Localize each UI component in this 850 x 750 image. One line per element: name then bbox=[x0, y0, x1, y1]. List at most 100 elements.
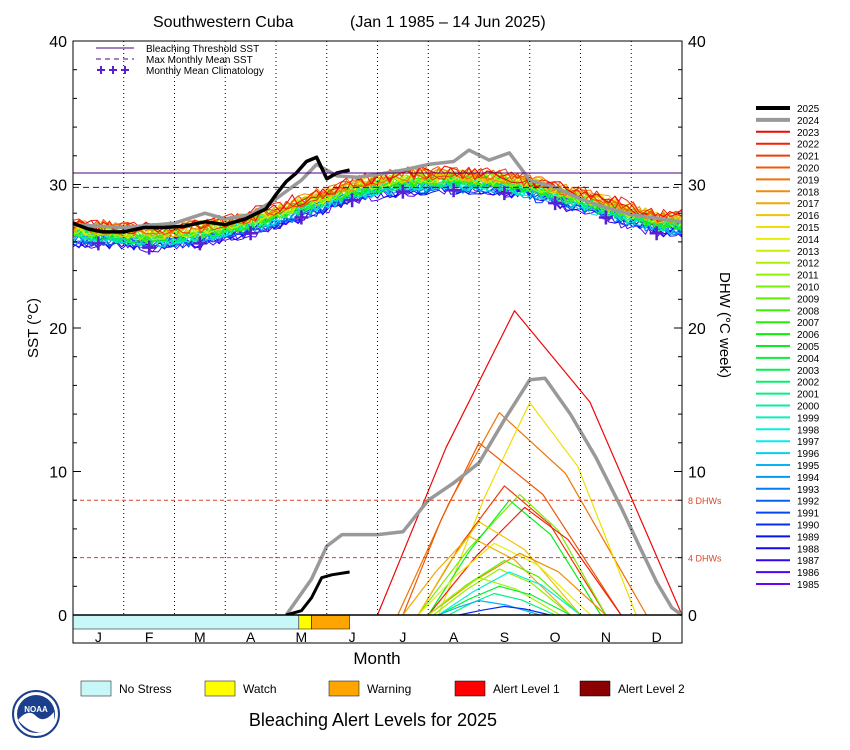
alert-swatch-alert2 bbox=[579, 680, 611, 697]
dhw-line-2020 bbox=[402, 442, 622, 616]
year-legend-label-1985: 1985 bbox=[797, 580, 820, 591]
dhw-line-2019 bbox=[397, 412, 648, 616]
alert-label-alert2: Alert Level 2 bbox=[618, 682, 685, 696]
year-legend-label-2016: 2016 bbox=[797, 211, 820, 222]
month-label: M bbox=[194, 629, 206, 645]
year-legend-label-2002: 2002 bbox=[797, 378, 820, 389]
year-legend-label-2023: 2023 bbox=[797, 128, 820, 139]
alert-label-alert1: Alert Level 1 bbox=[493, 682, 560, 696]
year-legend-label-2005: 2005 bbox=[797, 342, 820, 353]
year-legend-label-2009: 2009 bbox=[797, 294, 820, 305]
dhw-line-2023 bbox=[376, 310, 683, 616]
climatology-marker bbox=[598, 210, 613, 225]
year-legend-label-1996: 1996 bbox=[797, 449, 820, 460]
year-legend-label-1999: 1999 bbox=[797, 413, 820, 424]
month-label: O bbox=[550, 629, 561, 645]
year-legend-label-2003: 2003 bbox=[797, 366, 820, 377]
month-label: J bbox=[95, 629, 102, 645]
alert-label-no_stress: No Stress bbox=[119, 682, 172, 696]
climatology-marker bbox=[446, 183, 461, 198]
year-legend-label-2014: 2014 bbox=[797, 235, 820, 246]
alert-swatch-warning bbox=[328, 680, 360, 697]
noaa-logo-text: NOAA bbox=[24, 705, 48, 714]
year-legend-label-2011: 2011 bbox=[797, 271, 819, 282]
legend-label-2: Monthly Mean Climatology bbox=[146, 66, 264, 77]
ytick-label-right: 40 bbox=[688, 34, 706, 51]
dhw-line-2015 bbox=[437, 402, 637, 616]
year-legend-label-1990: 1990 bbox=[797, 521, 820, 532]
year-legend-label-1993: 1993 bbox=[797, 485, 820, 496]
dhw-line-2004 bbox=[438, 585, 571, 616]
month-label: J bbox=[399, 629, 406, 645]
dhw-line-2014 bbox=[417, 542, 592, 616]
dhw-line-2017 bbox=[402, 535, 571, 616]
year-legend-label-1986: 1986 bbox=[797, 568, 820, 579]
ytick-label-left: 20 bbox=[49, 321, 67, 338]
climatology-marker bbox=[192, 236, 207, 251]
chart-date-range: (Jan 1 1985 – 14 Jun 2025) bbox=[350, 14, 546, 31]
y-axis-title-left: SST (°C) bbox=[25, 298, 42, 358]
ytick-label-left: 40 bbox=[49, 34, 67, 51]
year-legend-label-1998: 1998 bbox=[797, 425, 820, 436]
year-legend-label-1988: 1988 bbox=[797, 544, 820, 555]
year-legend-label-2024: 2024 bbox=[797, 116, 820, 127]
footer-title: Bleaching Alert Levels for 2025 bbox=[249, 710, 497, 730]
dhw-line-1990 bbox=[458, 605, 551, 616]
dhw-ref-label-8: 8 DHWs bbox=[688, 496, 722, 506]
year-legend-label-2000: 2000 bbox=[797, 402, 820, 413]
ytick-label-left: 0 bbox=[58, 608, 67, 625]
month-label: F bbox=[145, 629, 154, 645]
year-legend-label-2013: 2013 bbox=[797, 247, 820, 258]
month-label: A bbox=[246, 629, 256, 645]
climatology-marker bbox=[548, 196, 563, 211]
year-legend-label-2025: 2025 bbox=[797, 104, 820, 115]
legend-marker-climatology bbox=[97, 66, 105, 74]
year-legend-label-1994: 1994 bbox=[797, 473, 820, 484]
climatology-marker bbox=[345, 193, 360, 208]
year-legend-label-2022: 2022 bbox=[797, 140, 820, 151]
year-legend-label-1995: 1995 bbox=[797, 461, 820, 472]
dhw-line-2011 bbox=[432, 568, 571, 616]
legend-label-1: Max Monthly Mean SST bbox=[146, 55, 253, 66]
alert-swatch-alert1 bbox=[454, 680, 486, 697]
year-legend-label-2018: 2018 bbox=[797, 187, 820, 198]
dhw-line-1998 bbox=[438, 571, 581, 616]
ytick-label-left: 30 bbox=[49, 178, 67, 195]
climatology-marker bbox=[142, 240, 157, 255]
x-axis-title: Month bbox=[353, 649, 400, 668]
alert-bar-watch bbox=[298, 614, 312, 630]
year-legend-label-2007: 2007 bbox=[797, 318, 820, 329]
ytick-label-left: 10 bbox=[49, 465, 67, 482]
y-axis-title-right: DHW (°C week) bbox=[716, 272, 733, 378]
alert-label-watch: Watch bbox=[243, 682, 277, 696]
climatology-marker bbox=[243, 226, 258, 241]
alert-swatch-no_stress bbox=[80, 680, 112, 697]
chart-title: Southwestern Cuba bbox=[153, 14, 294, 31]
year-legend-label-1991: 1991 bbox=[797, 509, 820, 520]
year-legend-label-2008: 2008 bbox=[797, 306, 820, 317]
alert-bar-warning bbox=[311, 614, 350, 630]
year-legend-label-2015: 2015 bbox=[797, 223, 820, 234]
year-legend-label-2012: 2012 bbox=[797, 259, 820, 270]
dhw-line-2010 bbox=[417, 493, 607, 616]
dhw-line-2025 bbox=[285, 570, 350, 617]
alert-swatch-watch bbox=[204, 680, 236, 697]
month-label: S bbox=[500, 629, 509, 645]
dhw-line-2024 bbox=[284, 376, 684, 617]
dhw-ref-label-4: 4 DHWs bbox=[688, 554, 722, 564]
year-legend-label-1987: 1987 bbox=[797, 556, 820, 567]
month-label: M bbox=[296, 629, 308, 645]
noaa-logo: NOAA bbox=[12, 690, 60, 738]
year-legend-label-2004: 2004 bbox=[797, 354, 820, 365]
year-legend-label-1992: 1992 bbox=[797, 497, 820, 508]
month-label: J bbox=[349, 629, 356, 645]
year-legend-label-2021: 2021 bbox=[797, 152, 820, 163]
alert-label-warning: Warning bbox=[367, 682, 411, 696]
plot-frame bbox=[72, 40, 683, 644]
month-label: D bbox=[652, 629, 662, 645]
year-legend-label-2001: 2001 bbox=[797, 390, 820, 401]
alert-bar-no_stress bbox=[72, 614, 300, 630]
dhw-line-2001 bbox=[448, 592, 556, 616]
